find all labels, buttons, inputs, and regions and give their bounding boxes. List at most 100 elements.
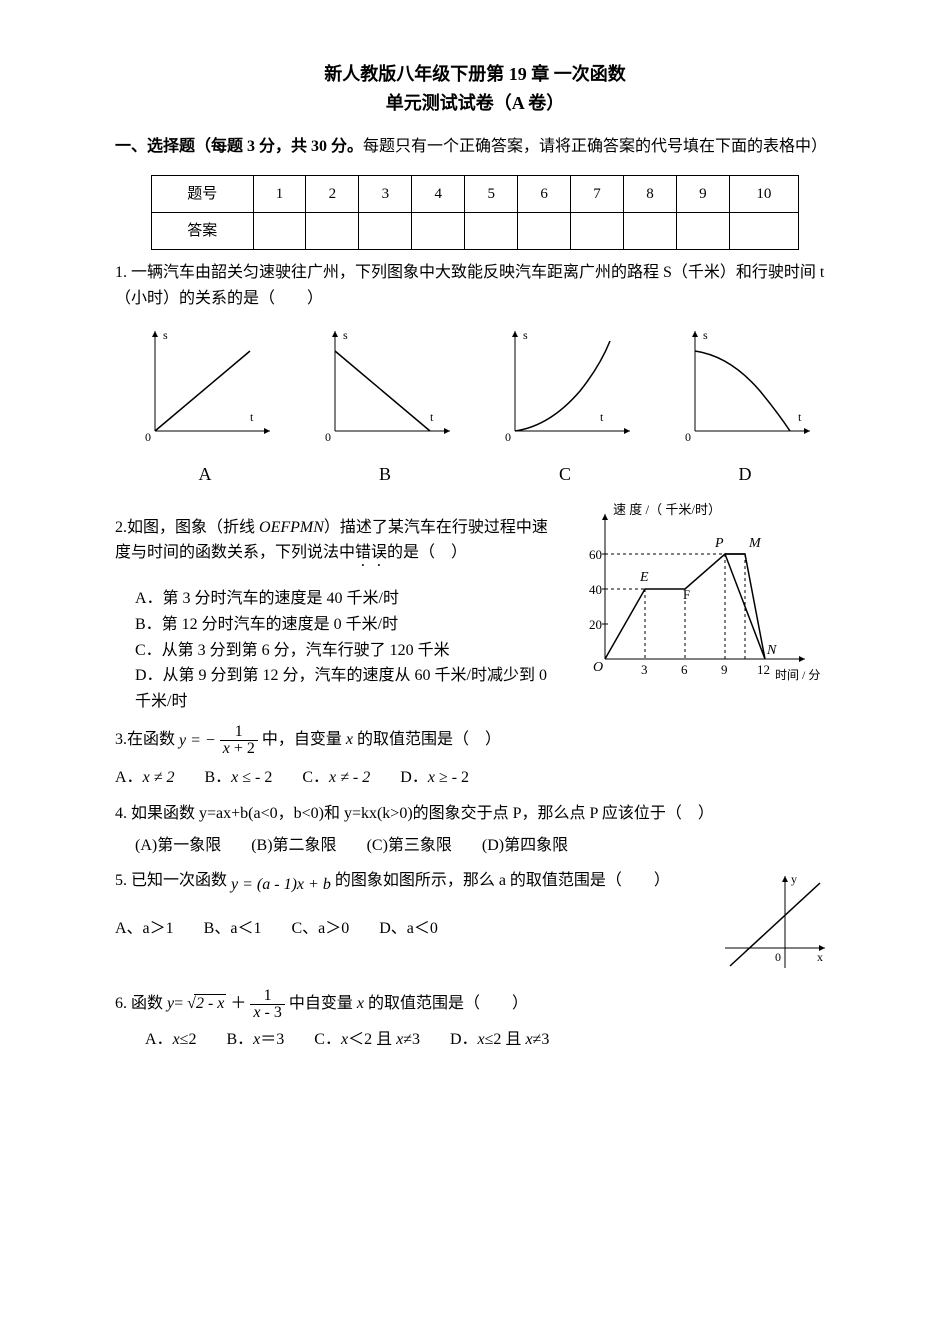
q2-opt-b: B．第 12 分时汽车的速度是 0 千米/时	[135, 612, 555, 638]
col-7: 7	[571, 176, 624, 213]
col-3: 3	[359, 176, 412, 213]
q5-opt-c: C、a＞0	[291, 916, 349, 942]
svg-text:0: 0	[775, 950, 781, 964]
question-4: 4. 如果函数 y=ax+b(a<0，b<0)和 y=kx(k>0)的图象交于点…	[115, 801, 835, 858]
graph-b-svg: 0 s t	[310, 321, 460, 451]
question-1: 1. 一辆汽车由韶关匀速驶往广州，下列图象中大致能反映汽车距离广州的路程 S（千…	[115, 260, 835, 489]
col-9: 9	[676, 176, 729, 213]
q2-stem-pre: 2.如图，图象（折线	[115, 519, 259, 536]
row-label: 题号	[152, 176, 254, 213]
col-6: 6	[518, 176, 571, 213]
svg-text:0: 0	[145, 430, 151, 444]
q4-opt-a: (A)第一象限	[135, 833, 221, 859]
q2-text: 2.如图，图象（折线 OEFPMN）描述了某汽车在行驶过程中速度与时间的函数关系…	[115, 499, 555, 715]
row-label: 答案	[152, 213, 254, 250]
answer-cell[interactable]	[412, 213, 465, 250]
graph-c: 0 s t C	[475, 321, 655, 488]
section1-header: 一、选择题（每题 3 分，共 30 分。	[115, 138, 363, 155]
col-8: 8	[624, 176, 677, 213]
svg-text:6: 6	[681, 662, 688, 677]
col-5: 5	[465, 176, 518, 213]
svg-text:M: M	[748, 536, 762, 551]
svg-text:12: 12	[757, 662, 770, 677]
q3-post: 的取值范围是（ ）	[353, 732, 501, 749]
q3-func: y = − 1x + 2	[179, 732, 258, 749]
q2-opt-a: A．第 3 分时汽车的速度是 40 千米/时	[135, 586, 555, 612]
q6-pre: 6. 函数	[115, 995, 167, 1012]
q6-opt-c: C．x＜2 且 x≠3	[314, 1027, 420, 1053]
q6-post: 的取值范围是（ ）	[364, 995, 528, 1012]
q3-opt-a: A．x ≠ 2	[115, 765, 174, 791]
col-10: 10	[729, 176, 798, 213]
svg-text:3: 3	[641, 662, 648, 677]
q4-opt-d: (D)第四象限	[482, 833, 568, 859]
q5-pre: 5. 已知一次函数	[115, 872, 231, 889]
q3-pre: 3.在函数	[115, 732, 179, 749]
table-row: 答案	[152, 213, 799, 250]
q1-graphs: 0 s t A 0 s t B 0	[115, 321, 835, 488]
answer-cell[interactable]	[676, 213, 729, 250]
table-row: 题号 1 2 3 4 5 6 7 8 9 10	[152, 176, 799, 213]
answer-cell[interactable]	[359, 213, 412, 250]
q5-post: 的图象如图所示，那么 a 的取值范围是（ ）	[335, 872, 670, 889]
svg-text:t: t	[798, 410, 802, 424]
svg-text:x: x	[817, 950, 823, 964]
question-2: 2.如图，图象（折线 OEFPMN）描述了某汽车在行驶过程中速度与时间的函数关系…	[115, 499, 835, 715]
svg-text:t: t	[430, 410, 434, 424]
svg-text:s: s	[703, 328, 708, 342]
q3-opt-b: B．x ≤ - 2	[204, 765, 272, 791]
q6-func: y= √2 - x ＋ 1x - 3	[167, 995, 289, 1012]
answer-cell[interactable]	[571, 213, 624, 250]
question-6: 6. 函数 y= √2 - x ＋ 1x - 3 中自变量 x 的取值范围是（ …	[115, 988, 835, 1053]
answer-cell[interactable]	[624, 213, 677, 250]
section1-rest: 每题只有一个正确答案，请将正确答案的代号填在下面的表格中）	[363, 138, 827, 155]
answer-cell[interactable]	[465, 213, 518, 250]
svg-text:20: 20	[589, 617, 602, 632]
graph-a: 0 s t A	[115, 321, 295, 488]
svg-text:s: s	[343, 328, 348, 342]
section1: 一、选择题（每题 3 分，共 30 分。每题只有一个正确答案，请将正确答案的代号…	[115, 134, 835, 160]
q5-opt-a: A、a＞1	[115, 916, 174, 942]
svg-text:N: N	[766, 643, 777, 658]
graph-d: 0 s t D	[655, 321, 835, 488]
answer-cell[interactable]	[518, 213, 571, 250]
answer-cell[interactable]	[306, 213, 359, 250]
svg-text:P: P	[714, 536, 724, 551]
q2-opt-c: C．从第 3 分到第 6 分，汽车行驶了 120 千米	[135, 638, 555, 664]
q2-emph: 错误	[355, 544, 387, 561]
q4-text: 4. 如果函数 y=ax+b(a<0，b<0)和 y=kx(k>0)的图象交于点…	[115, 801, 835, 827]
q6-opt-b: B．x＝3	[226, 1027, 284, 1053]
q5-func: y = (a - 1)x + b	[231, 876, 331, 893]
q6-opt-a: A．x≤2	[145, 1027, 196, 1053]
title-line2: 单元测试试卷（A 卷）	[115, 89, 835, 118]
svg-text:s: s	[523, 328, 528, 342]
svg-text:速 度 /（ 千米/时）: 速 度 /（ 千米/时）	[613, 502, 721, 517]
graph-c-label: C	[475, 460, 655, 489]
question-3: 3.在函数 y = − 1x + 2 中，自变量 x 的取值范围是（ ） A．x…	[115, 724, 835, 791]
answer-table: 题号 1 2 3 4 5 6 7 8 9 10 答案	[151, 175, 799, 250]
q3-opt-d: D．x ≥ - 2	[400, 765, 469, 791]
q6-opt-d: D．x≤2 且 x≠3	[450, 1027, 549, 1053]
svg-text:t: t	[600, 410, 604, 424]
svg-text:E: E	[639, 570, 649, 585]
col-4: 4	[412, 176, 465, 213]
svg-text:s: s	[163, 328, 168, 342]
graph-b: 0 s t B	[295, 321, 475, 488]
col-1: 1	[253, 176, 306, 213]
q2-chart: O 20 40 60 3 6 9 12 E F P M N 速 度 /（ 千米/…	[565, 499, 835, 689]
q5-opt-d: D、a＜0	[379, 916, 438, 942]
q4-opt-c: (C)第三象限	[367, 833, 452, 859]
q2-polyline: OEFPMN	[259, 519, 324, 536]
graph-b-label: B	[295, 460, 475, 489]
svg-text:0: 0	[505, 430, 511, 444]
svg-text:60: 60	[589, 547, 602, 562]
q5-graph: 0 x y	[715, 868, 835, 978]
graph-d-svg: 0 s t	[670, 321, 820, 451]
graph-c-svg: 0 s t	[490, 321, 640, 451]
svg-text:F: F	[683, 587, 690, 602]
answer-cell[interactable]	[253, 213, 306, 250]
q3-mid: 中，自变量	[262, 732, 346, 749]
svg-text:0: 0	[685, 430, 691, 444]
col-2: 2	[306, 176, 359, 213]
answer-cell[interactable]	[729, 213, 798, 250]
